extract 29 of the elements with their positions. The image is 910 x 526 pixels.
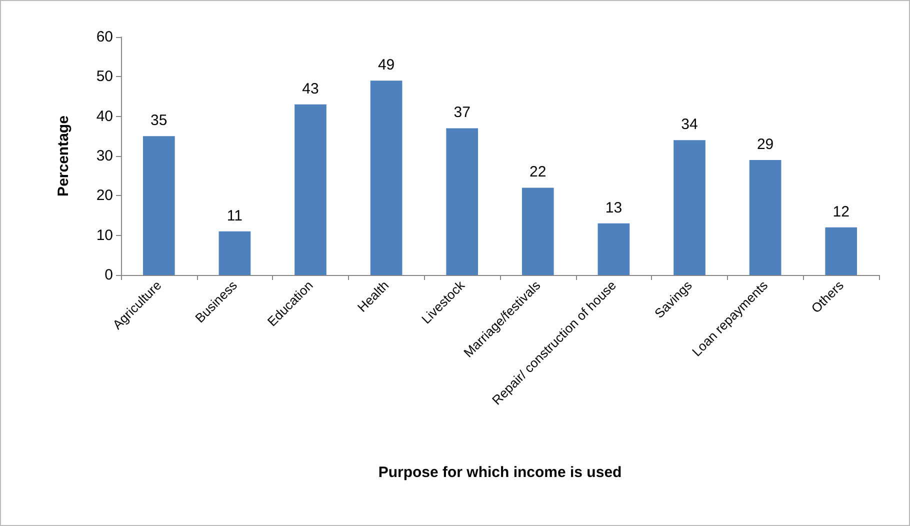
y-tick-label: 10 <box>96 226 113 244</box>
bar <box>598 223 630 275</box>
x-axis-title: Purpose for which income is used <box>378 464 622 481</box>
data-label: 13 <box>605 199 622 216</box>
bar <box>142 136 175 275</box>
bar <box>825 227 858 275</box>
bar <box>294 104 326 275</box>
bar <box>218 231 251 275</box>
y-tick-label: 40 <box>96 108 113 125</box>
data-label: 34 <box>681 116 698 134</box>
data-label: 49 <box>378 56 395 74</box>
bar <box>522 188 554 275</box>
y-tick-label: 20 <box>96 187 113 204</box>
data-label: 43 <box>302 80 319 98</box>
bar <box>674 140 706 275</box>
y-tick-label: 50 <box>96 68 113 86</box>
y-tick-label: 30 <box>96 148 113 164</box>
y-tick-label: 0 <box>104 266 113 284</box>
y-axis-title: Percentage <box>55 116 72 196</box>
bar <box>749 160 782 275</box>
data-label: 35 <box>150 112 168 130</box>
y-tick-label: 60 <box>96 28 113 46</box>
data-label: 22 <box>530 164 546 181</box>
data-label: 12 <box>832 203 850 220</box>
data-label: 29 <box>756 136 774 153</box>
data-label: 11 <box>226 207 242 224</box>
bar <box>446 128 478 275</box>
bar <box>370 80 402 275</box>
data-label: 37 <box>454 104 470 122</box>
